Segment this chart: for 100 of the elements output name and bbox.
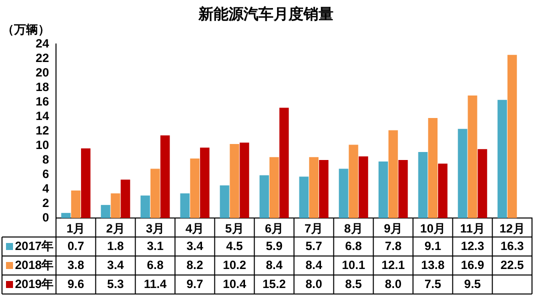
- bar: [398, 160, 408, 218]
- data-label: 1.8: [107, 238, 124, 253]
- y-tick-label: 20: [36, 65, 50, 80]
- data-label: 4.5: [226, 238, 244, 253]
- x-tick-label: 5月: [225, 222, 244, 236]
- bar: [438, 164, 448, 218]
- bar: [240, 142, 250, 218]
- data-label: 3.8: [67, 258, 84, 272]
- data-label: 10.2: [222, 258, 246, 272]
- data-label: 5.9: [266, 238, 283, 253]
- y-tick-label: 0: [42, 210, 50, 224]
- data-label: 5.3: [107, 276, 124, 291]
- data-label: 6.8: [345, 238, 362, 253]
- bar: [299, 176, 309, 218]
- data-label: 22.5: [500, 258, 524, 272]
- bar: [319, 160, 328, 218]
- bar: [120, 180, 130, 218]
- bar: [358, 156, 368, 218]
- x-tick-label: 7月: [304, 222, 324, 236]
- x-tick-label: 10月: [420, 222, 446, 236]
- data-label: 3.4: [107, 258, 124, 272]
- bar: [220, 185, 230, 218]
- x-tick-label: 3月: [146, 222, 165, 236]
- y-tick-label: 22: [36, 50, 50, 65]
- data-label: 8.4: [266, 258, 283, 272]
- bar: [150, 168, 160, 218]
- data-label: 9.1: [424, 238, 442, 253]
- data-label: 6.8: [146, 258, 164, 272]
- bar: [428, 118, 438, 218]
- data-label: 8.2: [186, 258, 204, 272]
- y-tick-label: 10: [36, 138, 50, 152]
- y-tick-label: 8: [42, 152, 50, 166]
- bar: [190, 158, 200, 218]
- bar: [418, 152, 428, 218]
- bar: [498, 100, 507, 218]
- bar: [230, 144, 240, 218]
- bar: [100, 204, 110, 218]
- y-tick-label: 16: [36, 94, 50, 108]
- x-tick-label: 6月: [264, 222, 284, 236]
- data-label: 15.2: [262, 276, 286, 291]
- data-label: 16.3: [500, 238, 524, 253]
- data-label: 12.1: [381, 258, 406, 272]
- chart-title: 新能源汽车月度销量: [198, 5, 334, 24]
- data-label: 9.5: [464, 276, 482, 291]
- y-tick-label: 18: [36, 80, 50, 94]
- y-tick-label: 12: [36, 123, 50, 138]
- bar: [200, 148, 210, 218]
- x-tick-label: 9月: [384, 222, 403, 236]
- data-label: 9.7: [186, 276, 204, 291]
- bar: [180, 193, 190, 218]
- legend-label: 2019年: [15, 276, 54, 291]
- data-label: 11.4: [144, 276, 167, 291]
- data-label: 8.0: [384, 276, 402, 291]
- data-label: 10.4: [222, 276, 246, 291]
- data-label: 16.9: [460, 258, 484, 272]
- data-label: 8.4: [305, 258, 322, 272]
- x-tick-label: 12月: [499, 222, 525, 236]
- bar: [348, 144, 358, 218]
- data-label: 13.8: [421, 258, 445, 272]
- y-axis-title: （万辆）: [2, 22, 50, 36]
- data-label: 3.4: [186, 238, 204, 253]
- bar: [458, 128, 468, 218]
- bar: [269, 157, 279, 218]
- bar: [309, 157, 319, 218]
- bar: [160, 135, 170, 218]
- data-label: 8.0: [305, 276, 322, 291]
- data-label: 10.1: [342, 258, 366, 272]
- x-tick-label: 8月: [344, 222, 363, 236]
- bar: [110, 193, 120, 218]
- x-tick-label: 11月: [460, 222, 485, 236]
- bar: [507, 54, 517, 218]
- legend-label: 2017年: [15, 238, 54, 253]
- data-label: 7.8: [384, 238, 402, 253]
- data-label: 0.7: [67, 238, 84, 253]
- data-label: 7.5: [424, 276, 442, 291]
- y-tick-label: 2: [42, 196, 50, 210]
- bar: [279, 108, 289, 218]
- bar: [61, 212, 71, 218]
- y-tick-label: 4: [42, 181, 50, 196]
- data-label: 3.1: [146, 238, 164, 253]
- bar: [338, 168, 348, 218]
- bar: [140, 196, 150, 218]
- legend-label: 2018年: [15, 258, 54, 272]
- bar: [478, 149, 488, 218]
- bar: [81, 148, 90, 218]
- bar: [71, 190, 81, 218]
- x-tick-label: 1月: [66, 222, 86, 236]
- bar: [260, 175, 269, 218]
- data-label: 9.6: [67, 276, 84, 291]
- y-tick-label: 24: [36, 36, 50, 50]
- data-label: 8.5: [345, 276, 362, 291]
- x-tick-label: 2月: [106, 222, 125, 236]
- y-tick-label: 6: [42, 166, 50, 181]
- data-label: 12.3: [460, 238, 484, 253]
- x-tick-label: 4月: [185, 222, 204, 236]
- y-tick-label: 14: [36, 108, 50, 123]
- bar: [468, 95, 478, 218]
- bar: [378, 161, 388, 218]
- data-label: 5.7: [305, 238, 322, 253]
- bar: [388, 130, 398, 218]
